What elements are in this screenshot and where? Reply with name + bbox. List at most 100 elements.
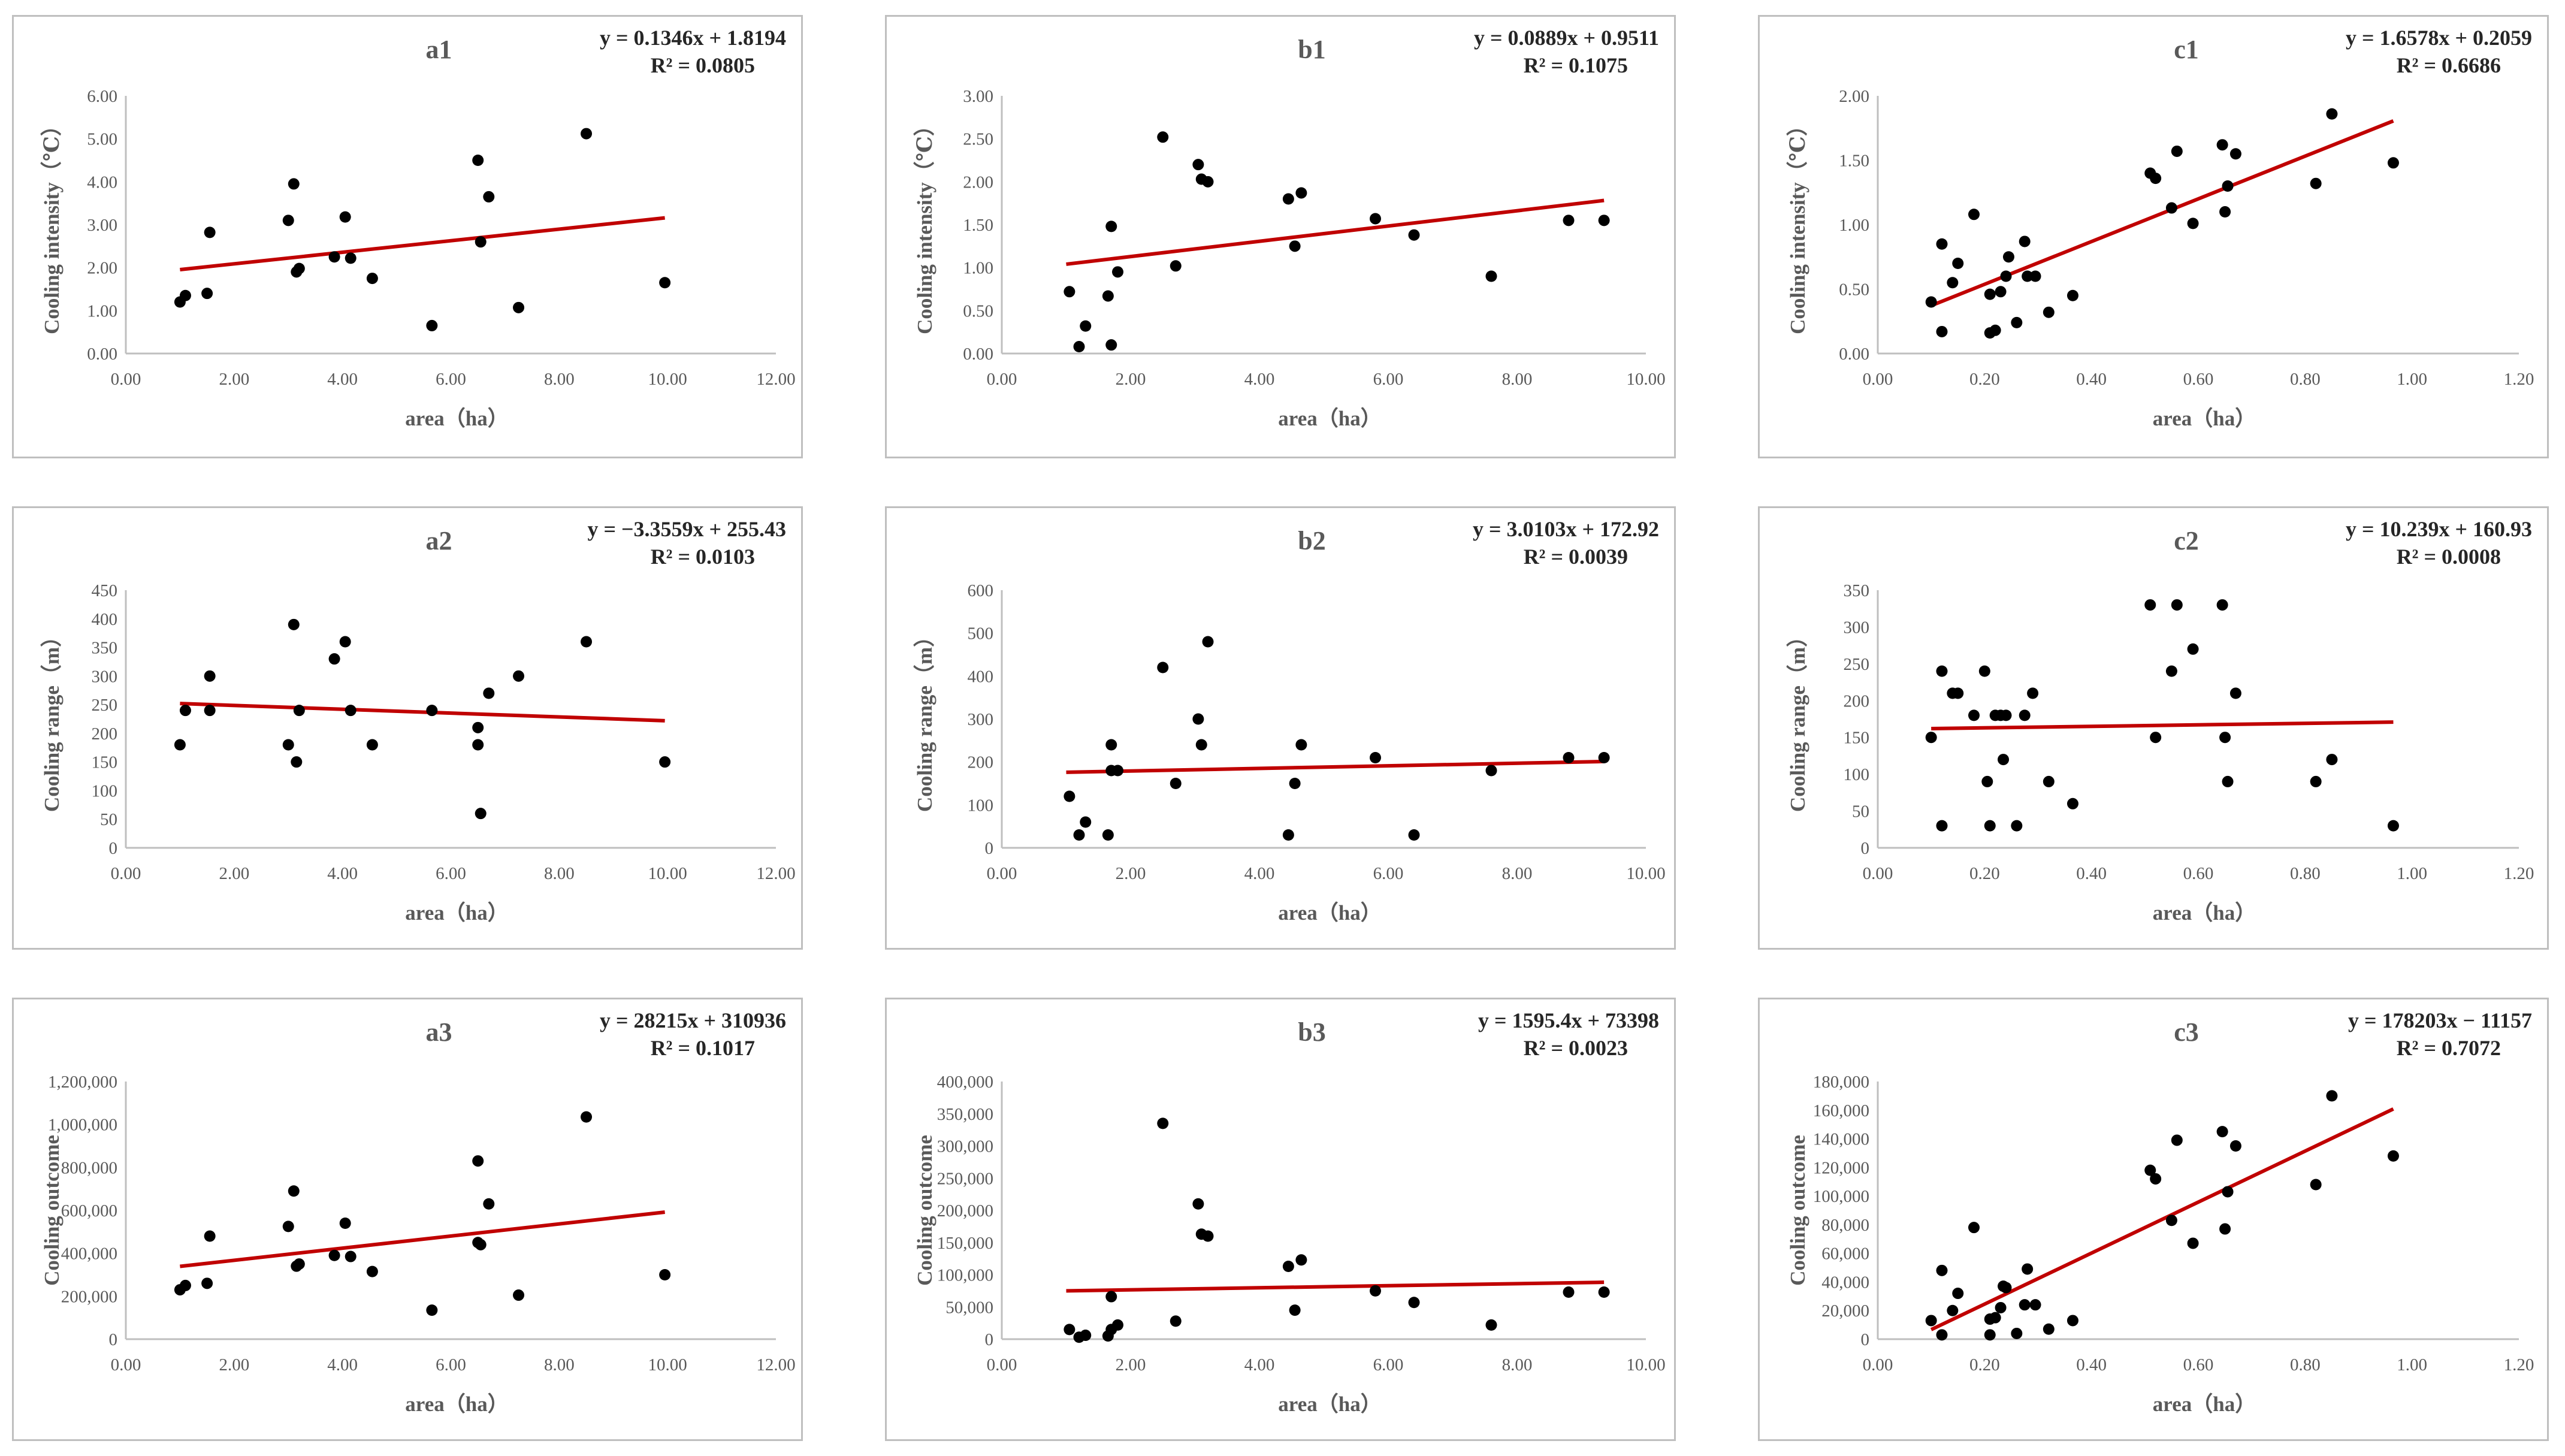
data-point xyxy=(282,215,294,226)
data-point xyxy=(1485,270,1497,282)
y-tick-label: 250 xyxy=(1844,655,1870,674)
data-point xyxy=(2019,1299,2031,1311)
r-squared-label: R² = 0.7072 xyxy=(2397,1036,2501,1060)
y-tick-label: 1.00 xyxy=(87,301,117,321)
data-point xyxy=(288,1185,300,1197)
y-tick-label: 0 xyxy=(985,1330,994,1349)
x-tick-label: 2.00 xyxy=(219,370,249,389)
data-point xyxy=(1080,816,1092,828)
y-tick-label: 120,000 xyxy=(1813,1158,1869,1177)
chart-frame xyxy=(12,506,803,950)
y-tick-label: 1,200,000 xyxy=(48,1073,117,1092)
y-tick-label: 1.50 xyxy=(1839,152,1869,171)
y-axis-label: Cooling outcome xyxy=(40,1135,64,1286)
y-tick-label: 450 xyxy=(92,581,118,600)
chart-frame xyxy=(885,506,1676,950)
data-point xyxy=(1105,220,1117,232)
data-point xyxy=(2165,202,2177,214)
data-point xyxy=(1408,829,1420,841)
chart-title: a3 xyxy=(426,1017,452,1047)
y-axis-label: Cooling intensity（℃） xyxy=(1786,115,1809,334)
data-point xyxy=(2310,177,2322,189)
x-tick-label: 12.00 xyxy=(756,1355,795,1375)
data-point xyxy=(2019,235,2031,247)
data-point xyxy=(2171,599,2183,611)
x-tick-label: 0.00 xyxy=(1863,370,1893,389)
data-point xyxy=(1102,829,1114,841)
x-axis-label: area（ha） xyxy=(2153,1392,2256,1416)
y-tick-label: 50 xyxy=(100,810,117,829)
x-tick-label: 6.00 xyxy=(1373,864,1404,883)
data-point xyxy=(1102,290,1114,302)
chart-panel-a3: 0.00 2.00 4.00 6.00 8.00 10.00 12.00 0 200,000 40… xyxy=(12,998,803,1441)
data-point xyxy=(2229,148,2241,160)
y-axis-label: Cooling intensity（℃） xyxy=(913,115,936,334)
data-point xyxy=(339,636,351,648)
x-tick-label: 0.00 xyxy=(1863,864,1893,883)
data-point xyxy=(483,687,495,699)
chart-title: c3 xyxy=(2174,1017,2199,1047)
data-point xyxy=(472,1155,484,1167)
y-tick-label: 50 xyxy=(1852,802,1869,821)
data-point xyxy=(1952,1288,1964,1300)
y-tick-label: 2.00 xyxy=(87,259,117,278)
data-point xyxy=(2171,1134,2183,1146)
y-tick-label: 200,000 xyxy=(937,1201,993,1221)
data-point xyxy=(475,808,487,820)
y-tick-label: 40,000 xyxy=(1821,1273,1869,1292)
data-point xyxy=(2219,1223,2231,1235)
data-point xyxy=(1981,775,1993,787)
data-point xyxy=(1202,636,1214,648)
chart-frame xyxy=(1758,506,2549,950)
r-squared-label: R² = 0.0008 xyxy=(2397,545,2501,569)
data-point xyxy=(1952,687,1964,699)
y-tick-label: 1.00 xyxy=(963,259,993,278)
data-point xyxy=(204,226,216,238)
data-point xyxy=(513,1289,525,1301)
data-point xyxy=(2066,798,2078,809)
data-point xyxy=(1563,215,1575,226)
data-point xyxy=(1563,752,1575,763)
data-point xyxy=(2150,1173,2162,1185)
data-point xyxy=(339,1218,351,1229)
data-point xyxy=(1202,176,1214,188)
data-point xyxy=(1968,1222,1980,1234)
data-point xyxy=(1192,713,1204,725)
data-point xyxy=(328,653,340,665)
y-axis-label: Cooling intensity（℃） xyxy=(40,115,64,334)
data-point xyxy=(426,1304,438,1316)
data-point xyxy=(2022,1263,2034,1275)
x-tick-label: 0.80 xyxy=(2290,1355,2321,1375)
data-point xyxy=(2000,270,2012,282)
trend-line xyxy=(1066,198,1605,266)
data-point xyxy=(339,211,351,223)
y-tick-label: 300 xyxy=(1844,618,1870,637)
x-tick-label: 0.00 xyxy=(987,1355,1017,1375)
y-tick-label: 100 xyxy=(968,796,994,815)
data-point xyxy=(2387,157,2399,169)
data-point xyxy=(1989,324,2001,336)
data-point xyxy=(1968,209,1980,220)
data-point xyxy=(1282,829,1294,841)
trend-line xyxy=(1066,1280,1605,1293)
data-point xyxy=(2029,270,2041,282)
data-point xyxy=(475,236,487,248)
x-tick-label: 4.00 xyxy=(327,1355,358,1375)
data-point xyxy=(1598,215,1610,226)
data-point xyxy=(2310,775,2322,787)
data-point xyxy=(1936,1264,1948,1276)
trendline-equation: y = 10.239x + 160.93 xyxy=(2346,517,2532,541)
x-tick-label: 12.00 xyxy=(756,864,795,883)
y-tick-label: 100,000 xyxy=(937,1266,993,1285)
data-point xyxy=(1157,661,1169,673)
trendline-equation: y = 0.0889x + 0.9511 xyxy=(1474,26,1659,50)
data-point xyxy=(2066,1315,2078,1327)
y-tick-label: 100 xyxy=(92,781,118,801)
x-axis-label: area（ha） xyxy=(1278,407,1381,430)
scatter-chart-c3: 0.00 0.20 0.40 0.60 0.80 1.00 1.20 0 20,000 40,00… xyxy=(1758,998,2549,1441)
data-point xyxy=(1064,790,1075,802)
data-point xyxy=(581,1111,593,1123)
x-tick-label: 0.20 xyxy=(1969,370,2000,389)
data-point xyxy=(1192,1198,1204,1210)
